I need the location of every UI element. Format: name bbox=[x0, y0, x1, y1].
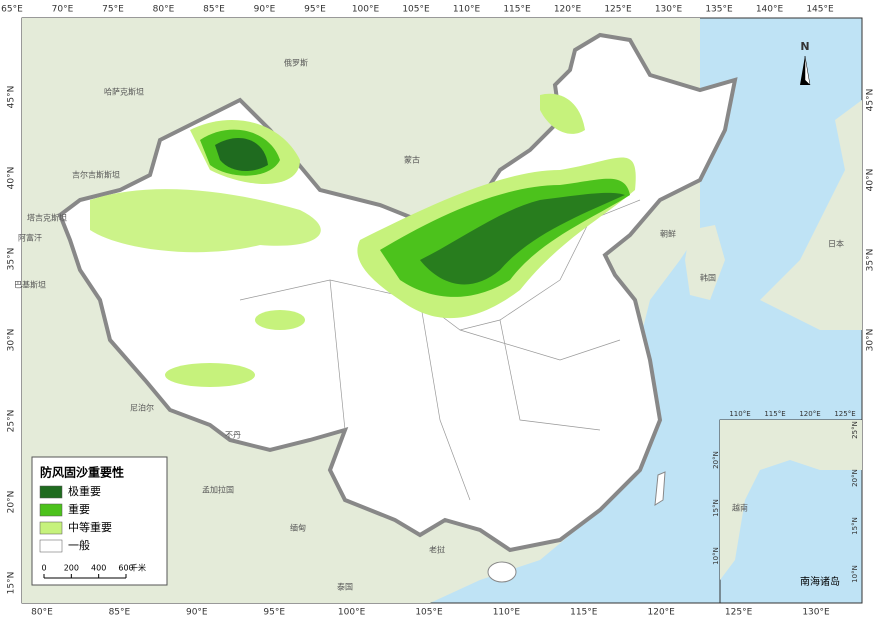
inset-lon-label: 115°E bbox=[764, 410, 785, 418]
scale-unit: 千米 bbox=[130, 563, 146, 573]
lon-label: 75°E bbox=[102, 5, 124, 15]
lon-label: 105°E bbox=[402, 5, 430, 15]
place-name: 日本 bbox=[828, 239, 844, 249]
inset-lat-label: 15°N bbox=[851, 517, 859, 535]
lon-label: 115°E bbox=[503, 5, 531, 15]
inset-lat-label: 20°N bbox=[851, 469, 859, 487]
legend-swatch bbox=[39, 485, 63, 499]
lon-label: 80°E bbox=[153, 5, 175, 15]
lon-label: 95°E bbox=[304, 5, 326, 15]
legend-label: 重要 bbox=[68, 502, 90, 516]
lon-label: 95°E bbox=[263, 608, 285, 618]
legend-title: 防风固沙重要性 bbox=[40, 465, 124, 480]
lon-label: 100°E bbox=[338, 608, 366, 618]
legend-box bbox=[31, 456, 168, 586]
lat-label: 45°N bbox=[7, 86, 17, 109]
place-name: 泰国 bbox=[337, 582, 353, 592]
lon-label: 125°E bbox=[604, 5, 632, 15]
place-name: 朝鲜 bbox=[660, 229, 676, 239]
lon-label: 145°E bbox=[806, 5, 834, 15]
lon-label: 110°E bbox=[453, 5, 481, 15]
place-name: 吉尔吉斯斯坦 bbox=[72, 170, 120, 180]
lon-label: 140°E bbox=[756, 5, 784, 15]
scale-label: 0 bbox=[41, 564, 46, 573]
lon-label: 130°E bbox=[655, 5, 683, 15]
lon-label: 110°E bbox=[493, 608, 521, 618]
lat-label: 40°N bbox=[7, 167, 17, 190]
lon-label: 90°E bbox=[186, 608, 208, 618]
inset-lat-label: 10°N bbox=[851, 565, 859, 583]
taiwan bbox=[654, 471, 666, 506]
scale-label: 200 bbox=[64, 564, 79, 573]
lon-label: 105°E bbox=[415, 608, 443, 618]
place-name: 塔吉克斯坦 bbox=[27, 213, 67, 223]
lat-label: 35°N bbox=[7, 248, 17, 271]
lat-label: 45°N bbox=[866, 89, 876, 112]
inset-land bbox=[720, 420, 862, 580]
place-name: 韩国 bbox=[700, 273, 716, 283]
lon-label: 90°E bbox=[254, 5, 276, 15]
scale-label: 400 bbox=[91, 564, 106, 573]
lat-label: 35°N bbox=[866, 249, 876, 272]
lon-label: 100°E bbox=[352, 5, 380, 15]
inset-lat-label: 15°N bbox=[712, 499, 720, 517]
lon-label: 85°E bbox=[203, 5, 225, 15]
inset-lat-label: 20°N bbox=[712, 451, 720, 469]
lon-label: 70°E bbox=[52, 5, 74, 15]
labels: 65°E 70°E 75°E 80°E 85°E 90°E 95°E 100°E 105°E 11… bbox=[1, 5, 875, 618]
place-name: 蒙古 bbox=[404, 155, 420, 165]
lon-label: 85°E bbox=[109, 608, 131, 618]
legend-label: 中等重要 bbox=[68, 520, 112, 534]
sand-fixation-zones bbox=[90, 93, 636, 387]
inset-lon-label: 120°E bbox=[799, 410, 820, 418]
lon-label: 65°E bbox=[1, 5, 23, 15]
lat-label: 40°N bbox=[866, 169, 876, 192]
north-arrow bbox=[800, 55, 811, 86]
lon-label: 125°E bbox=[725, 608, 753, 618]
lon-label: 115°E bbox=[570, 608, 598, 618]
place-name: 俄罗斯 bbox=[284, 58, 308, 68]
lat-label: 25°N bbox=[7, 410, 17, 433]
place-name: 孟加拉国 bbox=[202, 485, 234, 495]
scale-label: 600 bbox=[118, 564, 133, 573]
inset-lat-label: 25°N bbox=[851, 421, 859, 439]
place-name: 巴基斯坦 bbox=[14, 280, 46, 290]
lat-label: 15°N bbox=[7, 572, 17, 595]
legend-label: 极重要 bbox=[68, 484, 101, 498]
place-name: 哈萨克斯坦 bbox=[104, 87, 144, 97]
lon-label: 120°E bbox=[554, 5, 582, 15]
lat-label: 30°N bbox=[7, 329, 17, 352]
lon-label: 120°E bbox=[648, 608, 676, 618]
lat-label: 30°N bbox=[866, 329, 876, 352]
legend-label: 一般 bbox=[68, 539, 90, 552]
place-name: 尼泊尔 bbox=[130, 403, 154, 413]
legend-swatch bbox=[39, 539, 63, 553]
japan bbox=[760, 100, 862, 330]
korea bbox=[685, 225, 725, 300]
place-name: 阿富汗 bbox=[18, 233, 42, 243]
lon-label: 130°E bbox=[802, 608, 830, 618]
hainan bbox=[487, 561, 517, 583]
lon-label: 80°E bbox=[31, 608, 53, 618]
lon-label: 135°E bbox=[705, 5, 733, 15]
place-name: 缅甸 bbox=[290, 523, 306, 533]
north-label: N bbox=[800, 40, 809, 53]
lat-label: 20°N bbox=[7, 491, 17, 514]
legend-swatch bbox=[39, 503, 63, 517]
place-name: 不丹 bbox=[225, 431, 241, 440]
place-name: 越南 bbox=[732, 503, 748, 513]
place-name: 老挝 bbox=[429, 545, 445, 555]
inset-lon-label: 110°E bbox=[729, 410, 750, 418]
inset-lat-label: 10°N bbox=[712, 547, 720, 565]
inset-lon-label: 125°E bbox=[834, 410, 855, 418]
inset-title: 南海诸岛 bbox=[800, 575, 840, 588]
legend-swatch bbox=[39, 521, 63, 535]
